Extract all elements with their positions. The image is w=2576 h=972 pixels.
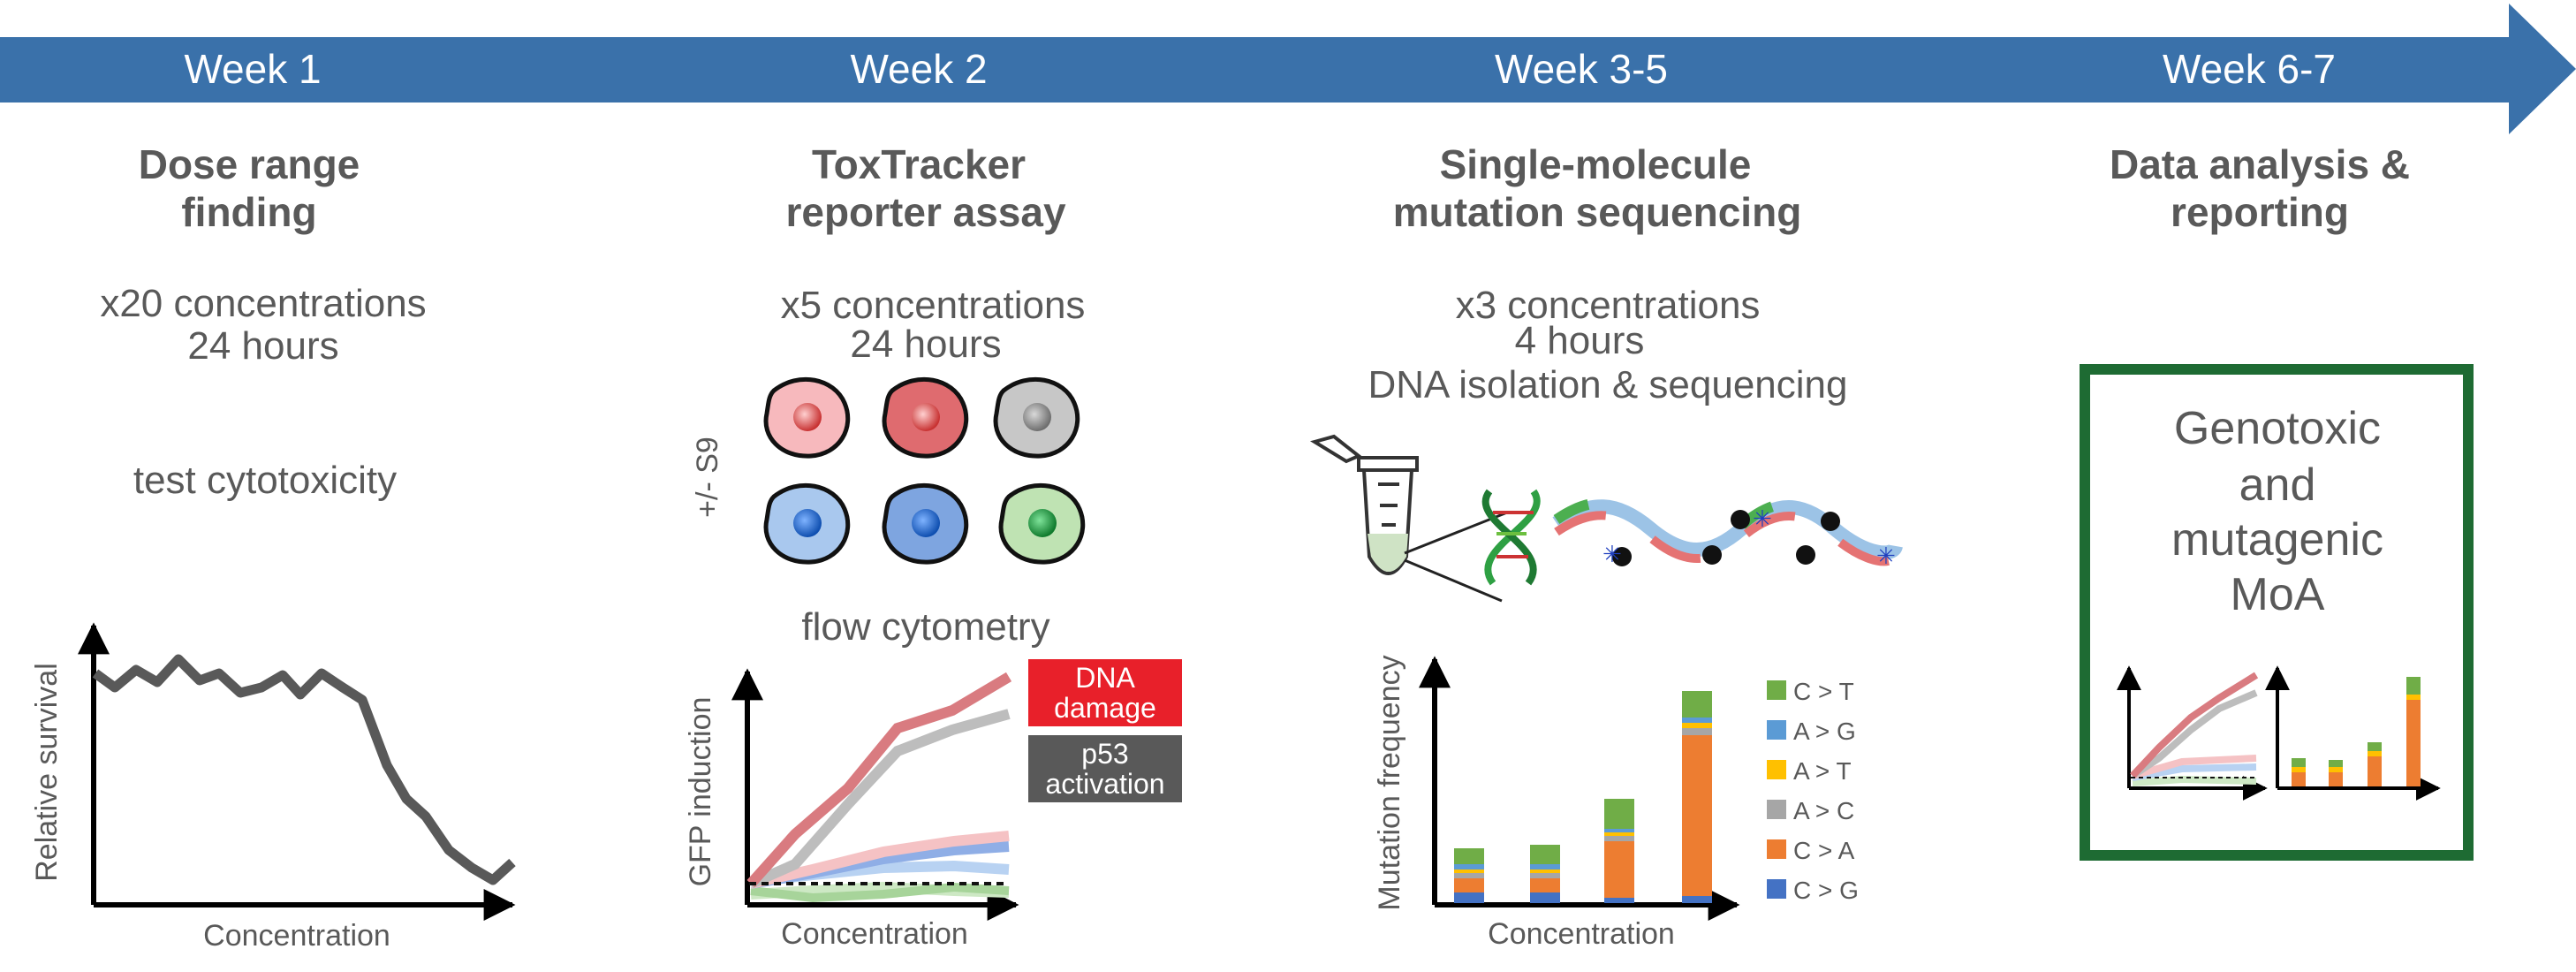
stage-2-title-line-2: reporter assay <box>785 189 1065 235</box>
stage-1-title-line-2: finding <box>181 189 316 235</box>
moa-line-2: and <box>2239 459 2316 511</box>
mutation-bar-3 <box>1604 799 1634 903</box>
mutation-y-label: Mutation frequency <box>1373 655 1406 910</box>
week-label-3: Week 3-5 <box>1495 46 1668 92</box>
week-label-4: Week 6-7 <box>2163 46 2336 92</box>
survival-chart: Concentration Relative survival <box>30 622 516 953</box>
stage-3-detail-2: 4 hours <box>1515 319 1645 362</box>
legend-p53-line-1: p53 <box>1081 738 1128 770</box>
stage-2-detail-2: 24 hours <box>850 323 1001 366</box>
legend-label-c-g: C > G <box>1793 877 1859 904</box>
svg-text:✳: ✳ <box>1602 541 1622 567</box>
mutation-bar-1 <box>1454 848 1484 903</box>
legend-label-a-g: A > G <box>1793 718 1856 745</box>
legend-p53-line-2: activation <box>1045 768 1164 800</box>
stage-dose-range: Dose range finding x20 concentrations 24… <box>30 141 516 953</box>
stage-1-detail-2: 24 hours <box>187 324 338 368</box>
cell-blue-dark <box>882 482 969 565</box>
gfp-legend: DNA damage p53 activation <box>1028 659 1182 802</box>
svg-text:✳: ✳ <box>1753 505 1772 532</box>
timeline-arrow-shape <box>0 4 2576 134</box>
gfp-x-label: Concentration <box>781 917 968 951</box>
mini-mutation-chart <box>2265 665 2441 801</box>
stage-3-detail-3: DNA isolation & sequencing <box>1368 363 1848 406</box>
mutation-chart: Concentration Mutation frequency <box>1373 655 1740 951</box>
legend-dna-damage-box <box>1028 659 1182 726</box>
legend-label-a-t: A > T <box>1793 757 1852 785</box>
flow-cytometry-label: flow cytometry <box>801 605 1049 649</box>
svg-text:✳: ✳ <box>1876 543 1896 569</box>
week-label-2: Week 2 <box>850 46 987 92</box>
cell-red-dark <box>882 376 969 459</box>
survival-curve <box>92 654 516 885</box>
stage-1-detail-1: x20 concentrations <box>100 282 426 325</box>
gfp-curve-grey <box>748 709 1011 889</box>
gfp-y-label: GFP induction <box>684 697 717 887</box>
survival-x-label: Concentration <box>203 919 390 953</box>
moa-line-1: Genotoxic <box>2174 403 2381 454</box>
survival-y-label: Relative survival <box>30 663 64 882</box>
reporter-cells <box>763 376 1086 565</box>
stage-analysis: Data analysis & reporting Genotoxic and … <box>2080 141 2474 861</box>
legend-swatch-c-g <box>1767 879 1786 899</box>
mini-gfp-chart <box>2117 665 2268 801</box>
stage-3-title-line-1: Single-molecule <box>1440 141 1752 187</box>
stage-3-title-line-2: mutation sequencing <box>1393 189 1802 235</box>
legend-dna-damage-line-2: damage <box>1054 692 1156 724</box>
mutation-bar-2 <box>1530 845 1560 903</box>
dna-helix-icon <box>1481 489 1541 586</box>
stage-toxtracker: ToxTracker reporter assay x5 concentrati… <box>684 141 1182 951</box>
duplex-molecule-icon: ✳ ✳ ✳ <box>1552 497 1903 569</box>
gfp-curve-green <box>750 882 1010 903</box>
legend-swatch-a-t <box>1767 760 1786 779</box>
stage-2-title-line-1: ToxTracker <box>812 141 1026 187</box>
stage-sequencing: Single-molecule mutation sequencing x3 c… <box>1310 141 1903 951</box>
cell-red-light <box>763 376 851 459</box>
cell-green <box>998 482 1086 565</box>
legend-swatch-a-g <box>1767 720 1786 740</box>
stage-4-title-line-2: reporting <box>2171 189 2349 235</box>
moa-line-4: MoA <box>2231 569 2325 620</box>
stage-2-detail-1: x5 concentrations <box>781 284 1086 327</box>
legend-label-c-a: C > A <box>1793 837 1855 864</box>
stage-4-title-line-1: Data analysis & <box>2110 141 2410 187</box>
legend-label-a-c: A > C <box>1793 797 1854 824</box>
s9-label: +/- S9 <box>691 437 724 518</box>
legend-dna-damage-line-1: DNA <box>1075 662 1135 694</box>
mutation-x-label: Concentration <box>1488 917 1675 951</box>
gfp-curve-pink <box>749 831 1010 889</box>
stage-3-detail-1: x3 concentrations <box>1456 284 1761 327</box>
cell-grey <box>993 376 1080 459</box>
legend-swatch-c-a <box>1767 839 1786 859</box>
gfp-curve-red <box>746 672 1012 887</box>
cell-blue-light <box>763 482 851 565</box>
legend-swatch-c-t <box>1767 680 1786 700</box>
mutation-legend: C > T A > G A > T A > C C > A C > G <box>1767 678 1859 904</box>
stage-1-title-line-1: Dose range <box>139 141 360 187</box>
timeline-arrow: Week 1 Week 2 Week 3-5 Week 6-7 <box>0 4 2576 134</box>
mutation-bar-4 <box>1682 691 1712 903</box>
week-label-1: Week 1 <box>184 46 321 92</box>
legend-swatch-a-c <box>1767 800 1786 819</box>
legend-label-c-t: C > T <box>1793 678 1854 705</box>
stage-1-note: test cytotoxicity <box>133 459 397 502</box>
gfp-chart: Concentration GFP induction <box>684 668 1019 951</box>
tube-icon <box>1310 434 1508 603</box>
moa-line-3: mutagenic <box>2171 514 2383 566</box>
legend-p53-box <box>1028 735 1182 802</box>
